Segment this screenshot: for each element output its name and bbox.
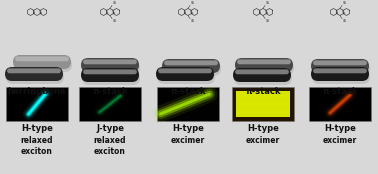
FancyBboxPatch shape — [236, 61, 294, 75]
Text: herringbone: herringbone — [8, 87, 67, 96]
Text: π-stack: π-stack — [322, 87, 358, 96]
FancyBboxPatch shape — [82, 61, 140, 75]
Text: excimer: excimer — [246, 136, 280, 145]
Bar — [236, 91, 290, 117]
FancyBboxPatch shape — [311, 59, 369, 73]
Bar — [79, 87, 141, 121]
Text: CN: CN — [113, 1, 116, 5]
FancyBboxPatch shape — [14, 58, 72, 72]
Text: H-type: H-type — [21, 124, 53, 133]
FancyBboxPatch shape — [81, 58, 139, 72]
Text: π-stack: π-stack — [245, 87, 281, 96]
FancyBboxPatch shape — [13, 55, 71, 69]
Text: H-type: H-type — [247, 124, 279, 133]
Bar — [232, 87, 294, 121]
Text: CN: CN — [265, 19, 270, 23]
FancyBboxPatch shape — [313, 68, 367, 73]
FancyBboxPatch shape — [237, 59, 291, 64]
Bar — [157, 87, 219, 121]
FancyBboxPatch shape — [157, 70, 215, 84]
FancyBboxPatch shape — [312, 70, 370, 84]
Text: J-type: J-type — [96, 124, 124, 133]
Text: CN: CN — [342, 19, 346, 23]
FancyBboxPatch shape — [6, 70, 64, 84]
FancyBboxPatch shape — [158, 68, 212, 73]
FancyBboxPatch shape — [234, 71, 292, 85]
FancyBboxPatch shape — [311, 67, 369, 81]
Text: CN: CN — [113, 19, 116, 23]
FancyBboxPatch shape — [162, 59, 220, 73]
Bar — [309, 87, 371, 121]
Text: CN: CN — [265, 1, 270, 5]
FancyBboxPatch shape — [235, 69, 289, 74]
FancyBboxPatch shape — [235, 58, 293, 72]
Text: relaxed
exciton: relaxed exciton — [21, 136, 53, 156]
FancyBboxPatch shape — [233, 68, 291, 82]
FancyBboxPatch shape — [7, 68, 61, 73]
Text: H-type: H-type — [324, 124, 356, 133]
FancyBboxPatch shape — [5, 67, 63, 81]
FancyBboxPatch shape — [164, 60, 218, 65]
FancyBboxPatch shape — [15, 56, 69, 61]
Text: CN: CN — [191, 19, 194, 23]
Bar — [6, 87, 68, 121]
FancyBboxPatch shape — [163, 62, 221, 76]
FancyBboxPatch shape — [83, 69, 137, 74]
FancyBboxPatch shape — [312, 62, 370, 76]
Text: CN: CN — [191, 1, 194, 5]
FancyBboxPatch shape — [82, 71, 140, 85]
Text: H-type: H-type — [172, 124, 204, 133]
Text: relaxed
exciton: relaxed exciton — [94, 136, 126, 156]
FancyBboxPatch shape — [313, 60, 367, 65]
Text: π-stack: π-stack — [170, 87, 206, 96]
FancyBboxPatch shape — [83, 59, 137, 64]
FancyBboxPatch shape — [156, 67, 214, 81]
Text: excimer: excimer — [323, 136, 357, 145]
Text: π-stack: π-stack — [92, 87, 128, 96]
Text: excimer: excimer — [171, 136, 205, 145]
Text: CN: CN — [342, 1, 346, 5]
FancyBboxPatch shape — [81, 68, 139, 82]
